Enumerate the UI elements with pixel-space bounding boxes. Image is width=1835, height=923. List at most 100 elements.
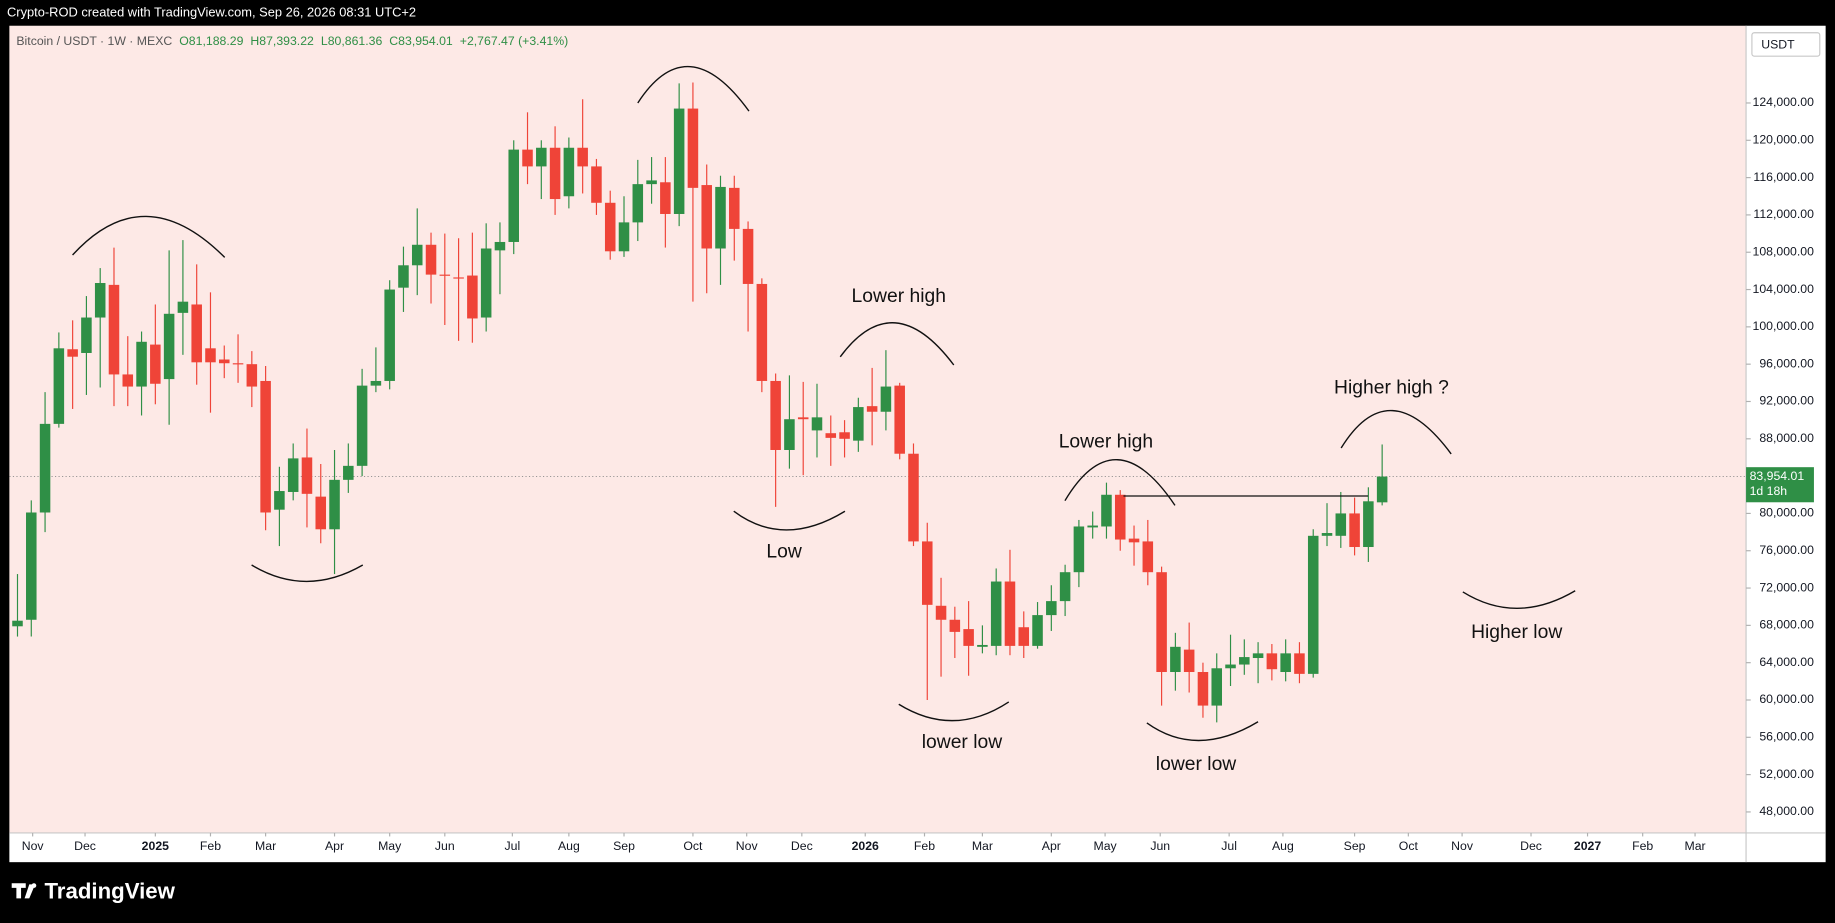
annotation-arc: [1064, 459, 1176, 506]
candle-body: [1252, 653, 1264, 659]
price-axis: [1746, 25, 1826, 833]
currency: USDT: [1761, 37, 1795, 51]
candle-body: [1128, 538, 1140, 543]
candle-body: [880, 386, 892, 412]
candle-body: [1142, 541, 1154, 573]
candle-body: [384, 289, 395, 381]
candle-body: [1335, 513, 1347, 536]
candle-body: [1046, 601, 1057, 616]
candle-body: [591, 166, 602, 203]
candle-body: [618, 222, 630, 252]
candle-body: [150, 344, 161, 384]
logo: TradingView: [44, 878, 175, 903]
candle-body: [205, 348, 216, 363]
candle-body: [784, 419, 795, 450]
candle-body: [977, 644, 988, 647]
x-tick-label: Apr: [325, 839, 344, 853]
x-tick-label: Feb: [200, 839, 221, 853]
candle-body: [1032, 615, 1043, 646]
candle-body: [315, 496, 327, 530]
attribution: Crypto-ROD created with TradingView.com,…: [7, 4, 416, 19]
candle-body: [1114, 494, 1126, 540]
candle-body: [1225, 664, 1236, 669]
legend-close: C83,954.01: [389, 34, 453, 48]
legend: Bitcoin / USDT · 1W · MEXC O81,188.29 H87,…: [16, 34, 568, 48]
x-tick-label: 2026: [852, 839, 879, 853]
candle-body: [1321, 533, 1333, 536]
x-tick-label: Aug: [558, 839, 580, 853]
candle-body: [1211, 668, 1223, 706]
y-tick-label: 88,000.00: [1759, 431, 1814, 445]
candle-body: [1004, 581, 1016, 646]
candle-body: [508, 149, 519, 242]
candle-body: [921, 541, 933, 605]
y-tick-label: 64,000.00: [1759, 655, 1814, 669]
annotation-arc: [1340, 409, 1452, 455]
candle-body: [343, 465, 354, 480]
logo-icon: [11, 883, 36, 899]
y-tick-label: 112,000.00: [1753, 207, 1814, 221]
y-tick-label: 52,000.00: [1759, 767, 1814, 781]
annotation: Lower high: [852, 286, 946, 307]
candle-body: [287, 458, 299, 492]
annotation-arc: [898, 701, 1010, 722]
y-tick-label: 124,000.00: [1753, 95, 1815, 109]
annotation-arc: [733, 510, 846, 531]
candle-body: [853, 407, 864, 441]
candle-body: [1101, 494, 1112, 527]
symbol-title: Bitcoin / USDT · 1W · MEXC: [16, 34, 172, 48]
y-tick-label: 108,000.00: [1753, 244, 1815, 258]
y-tick-label: 116,000.00: [1753, 170, 1814, 184]
x-tick-label: Feb: [1632, 839, 1653, 853]
candle-body: [797, 417, 809, 420]
candle-body: [701, 185, 712, 249]
candle-body: [398, 265, 409, 288]
candle-body: [1294, 653, 1305, 674]
candle-body: [163, 313, 175, 380]
annotation: Higher low: [1471, 622, 1562, 643]
x-tick-label: Nov: [1451, 839, 1474, 853]
x-tick-label: Mar: [1684, 839, 1705, 853]
candle-body: [411, 244, 423, 266]
candle-body: [522, 149, 533, 167]
candle-body: [646, 180, 657, 185]
annotation: Higher high ?: [1334, 377, 1449, 398]
candle-body: [549, 147, 561, 200]
x-tick-label: 2025: [142, 839, 169, 853]
annotation-arc: [1146, 721, 1259, 742]
x-tick-label: Aug: [1272, 839, 1294, 853]
candle-body: [39, 423, 51, 513]
x-tick-label: May: [378, 839, 402, 853]
x-tick-label: Jun: [1150, 839, 1170, 853]
candle-body: [1183, 649, 1195, 673]
candle-body: [480, 248, 492, 318]
candle-body: [536, 147, 547, 167]
candle-body: [1087, 525, 1098, 528]
x-tick-label: Jun: [435, 839, 455, 853]
x-tick-label: 2027: [1574, 839, 1601, 853]
candle-body: [908, 453, 919, 542]
legend-open: O81,188.29: [179, 34, 243, 48]
x-tick-label: Sep: [1344, 839, 1366, 853]
y-tick-label: 48,000.00: [1759, 804, 1814, 818]
candle-body: [329, 479, 340, 530]
currency-box: [1751, 32, 1821, 57]
candle-body: [729, 187, 740, 229]
candle-body: [770, 380, 781, 450]
candle-body: [12, 620, 23, 627]
annotation: Low: [766, 541, 801, 562]
y-tick-label: 60,000.00: [1759, 692, 1814, 706]
candle-body: [949, 619, 961, 632]
legend-low: L80,861.36: [321, 34, 383, 48]
candle-body: [53, 348, 65, 424]
legend-high: H87,393.22: [250, 34, 314, 48]
candle-body: [935, 605, 947, 620]
y-tick-label: 76,000.00: [1759, 543, 1814, 557]
x-tick-label: Nov: [22, 839, 45, 853]
candle-body: [246, 364, 258, 387]
candle-body: [177, 301, 189, 313]
legend-change: +2,767.47 (+3.41%): [460, 34, 568, 48]
candle-body: [577, 147, 588, 167]
